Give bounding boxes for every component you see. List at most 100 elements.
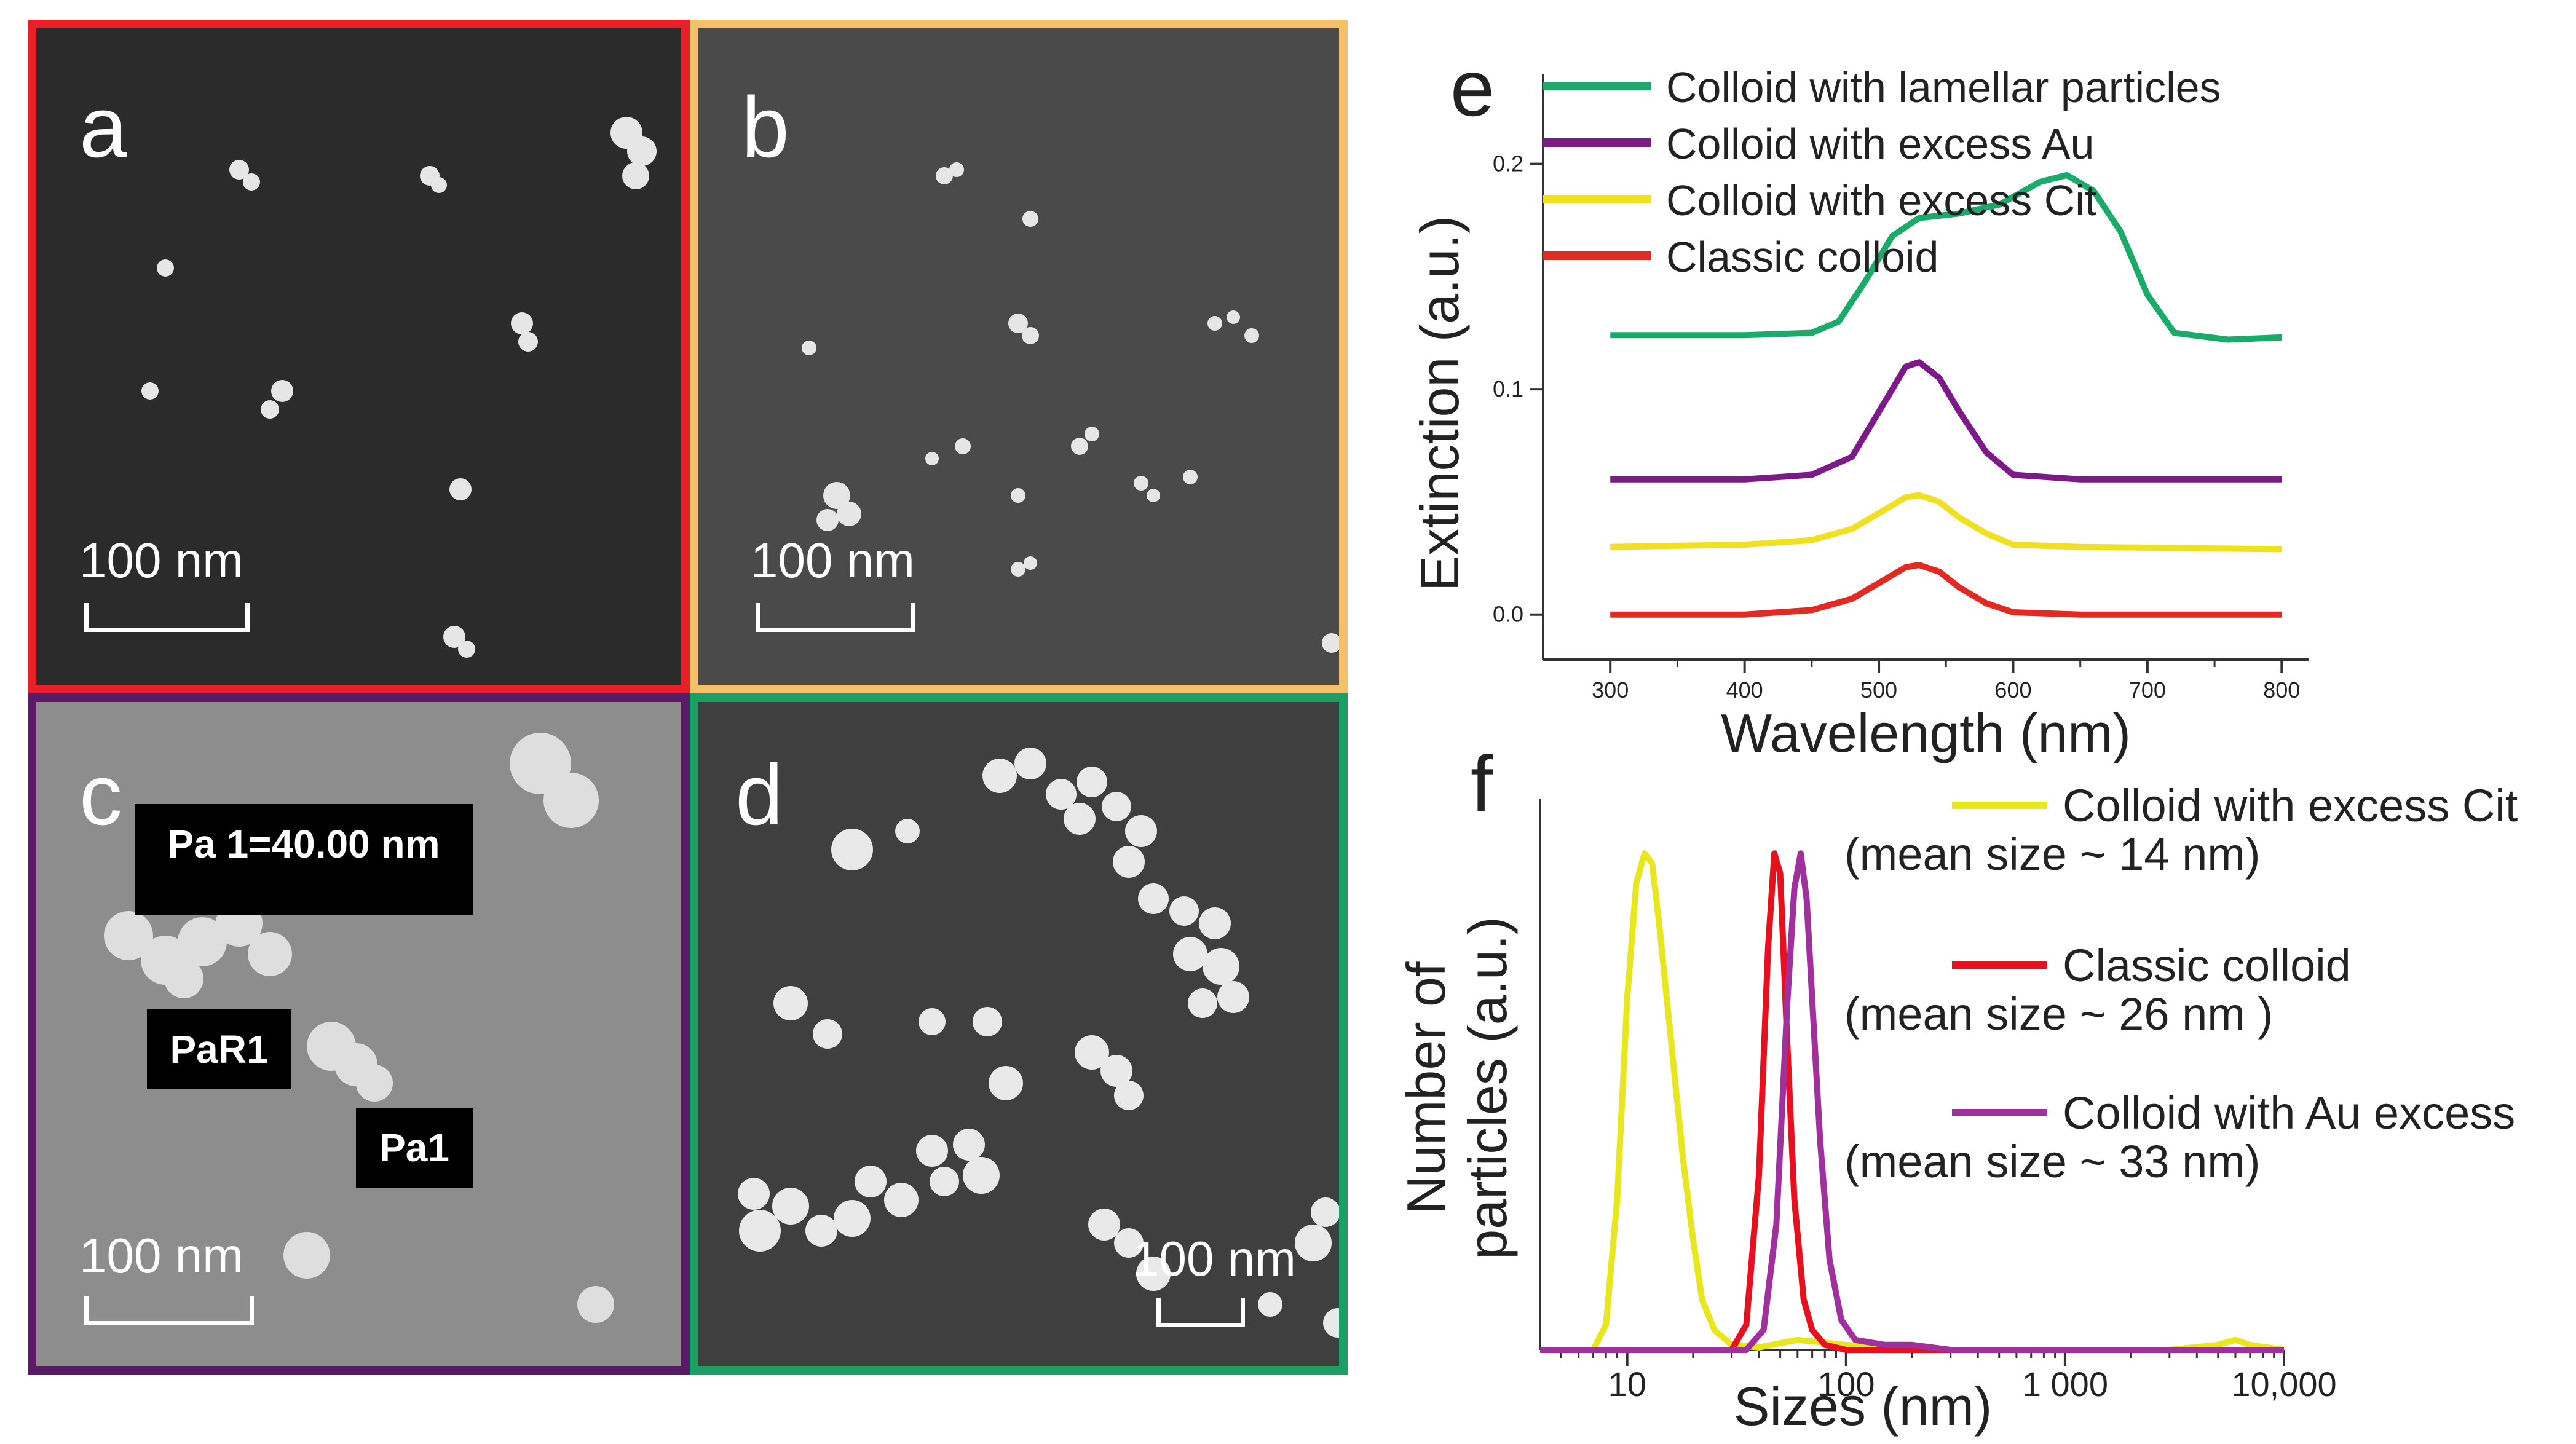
chart-e-xtick-label-4: 700 xyxy=(2129,677,2166,703)
panel-d-letter: d xyxy=(735,746,783,843)
particle-c-7 xyxy=(164,959,203,998)
panel-d-particles xyxy=(738,748,1339,1338)
particle-b-18 xyxy=(837,502,861,526)
chart-e-legend-label-3: Classic colloid xyxy=(1666,233,1938,281)
particle-b-1 xyxy=(949,162,964,177)
particle-c-11 xyxy=(283,1232,330,1279)
particle-b-8 xyxy=(1244,328,1259,343)
sem-panel-d: d 100 nm xyxy=(690,693,1348,1375)
particle-b-19 xyxy=(816,509,839,531)
particle-d-37 xyxy=(1136,1257,1171,1291)
ref-point-label: PaR1 xyxy=(147,1009,291,1089)
particle-a-13 xyxy=(449,478,472,500)
particle-a-10 xyxy=(271,380,293,402)
particle-b-16 xyxy=(1183,470,1198,484)
particle-d-40 xyxy=(1323,1308,1339,1338)
particle-b-21 xyxy=(1024,556,1037,570)
chart-f-xtick-label-0: 10 xyxy=(1608,1365,1646,1403)
chart-f-ylabel-line1: Number of xyxy=(1396,961,1456,1214)
particle-d-22 xyxy=(1114,1081,1144,1110)
particle-d-41 xyxy=(1258,1292,1282,1317)
sem-panel-b: b 100 nm xyxy=(690,20,1348,693)
particle-b-3 xyxy=(1008,314,1028,333)
panel-b-particles xyxy=(802,162,1339,653)
particle-b-6 xyxy=(1207,316,1222,331)
particle-b-17 xyxy=(823,482,850,509)
particle-b-20 xyxy=(1011,562,1025,577)
particle-d-9 xyxy=(1169,896,1199,926)
particle-b-0 xyxy=(936,167,953,184)
particle-a-12 xyxy=(141,382,159,400)
chart-e-ytick-label-0: 0.0 xyxy=(1493,602,1523,627)
panel-c-scale-label: 100 nm xyxy=(79,1228,243,1283)
particle-a-9 xyxy=(518,332,538,352)
particle-d-42 xyxy=(919,1008,946,1035)
chart-f-xtick-label-2: 1 000 xyxy=(2022,1365,2108,1403)
particle-d-29 xyxy=(855,1166,887,1197)
particle-b-10 xyxy=(925,452,939,465)
particle-b-11 xyxy=(1071,438,1088,455)
measurement-box: Pa 1=40.00 nm xyxy=(135,804,473,915)
chart-e-series-2 xyxy=(1610,492,2282,553)
particle-d-5 xyxy=(1102,792,1131,821)
particle-d-16 xyxy=(895,819,920,843)
particle-b-9 xyxy=(955,438,971,454)
particle-d-21 xyxy=(1100,1055,1132,1087)
chart-e-panel-letter: e xyxy=(1450,43,1495,133)
particle-a-15 xyxy=(458,641,475,658)
panel-a-letter: a xyxy=(79,79,127,175)
particle-c-6 xyxy=(248,932,292,976)
particle-d-17 xyxy=(773,986,808,1020)
particle-d-12 xyxy=(1203,948,1239,985)
particle-d-30 xyxy=(834,1200,871,1237)
particle-c-12 xyxy=(577,1286,614,1323)
panel-a-scale-bar: 100 nm xyxy=(79,532,276,649)
chart-f-xlabel: Sizes (nm) xyxy=(1734,1376,1993,1437)
particle-b-5 xyxy=(802,341,816,355)
particle-c-4 xyxy=(178,917,227,966)
particle-d-25 xyxy=(963,1157,1000,1194)
chart-e-legend-label-1: Colloid with excess Au xyxy=(1666,120,2094,168)
chart-e-xtick-label-5: 800 xyxy=(2263,677,2300,703)
particle-a-14 xyxy=(443,626,465,648)
particle-a-11 xyxy=(261,400,279,419)
particle-d-18 xyxy=(813,1019,842,1049)
point-label: Pa1 xyxy=(356,1108,473,1188)
particle-b-15 xyxy=(1147,489,1160,502)
chart-e-legend-label-2: Colloid with excess Cit xyxy=(1666,176,2096,224)
particle-d-38 xyxy=(1311,1197,1339,1227)
panel-a-scale-label: 100 nm xyxy=(79,533,243,588)
chart-f-xtick-label-1: 100 xyxy=(1817,1365,1875,1403)
particle-d-33 xyxy=(739,1210,781,1252)
particle-d-19 xyxy=(973,1007,1002,1036)
particle-b-2 xyxy=(1022,211,1038,227)
particle-d-35 xyxy=(1088,1209,1120,1241)
particle-d-8 xyxy=(1138,883,1169,914)
particle-d-14 xyxy=(1188,988,1217,1018)
chart-f-legend-note-2: (mean size ~ 33 nm) xyxy=(1844,1136,2261,1187)
particle-a-3 xyxy=(431,177,447,193)
particle-d-7 xyxy=(1113,846,1145,878)
panel-b-scale-bar: 100 nm xyxy=(751,532,947,649)
particle-b-12 xyxy=(1085,427,1099,441)
particle-b-14 xyxy=(1134,476,1148,491)
panel-c-scale-bar: 100 nm xyxy=(79,1228,276,1344)
particle-a-0 xyxy=(229,160,249,180)
particle-a-5 xyxy=(627,136,657,166)
chart-e-ytick-label-1: 0.1 xyxy=(1493,376,1523,401)
sem-panel-c: c Pa 1=40.00 nm PaR1 Pa1 100 nm xyxy=(28,693,690,1375)
particle-d-4 xyxy=(1064,803,1096,835)
particle-d-34 xyxy=(738,1178,770,1210)
particle-c-2 xyxy=(104,911,153,960)
chart-e-legend-label-0: Colloid with lamellar particles xyxy=(1666,63,2221,111)
particle-d-0 xyxy=(982,759,1017,793)
chart-e-series-0 xyxy=(1610,172,2282,343)
particle-d-36 xyxy=(1114,1228,1144,1258)
particle-b-13 xyxy=(1011,488,1025,503)
particle-d-11 xyxy=(1173,937,1207,971)
chart-f-legend-label-0: Colloid with excess Cit xyxy=(2063,780,2518,831)
chart-f-ylabel-line2: particles (a.u.) xyxy=(1457,917,1518,1260)
chart-f-series-2 xyxy=(1540,850,2284,1353)
particle-d-3 xyxy=(1077,767,1107,797)
